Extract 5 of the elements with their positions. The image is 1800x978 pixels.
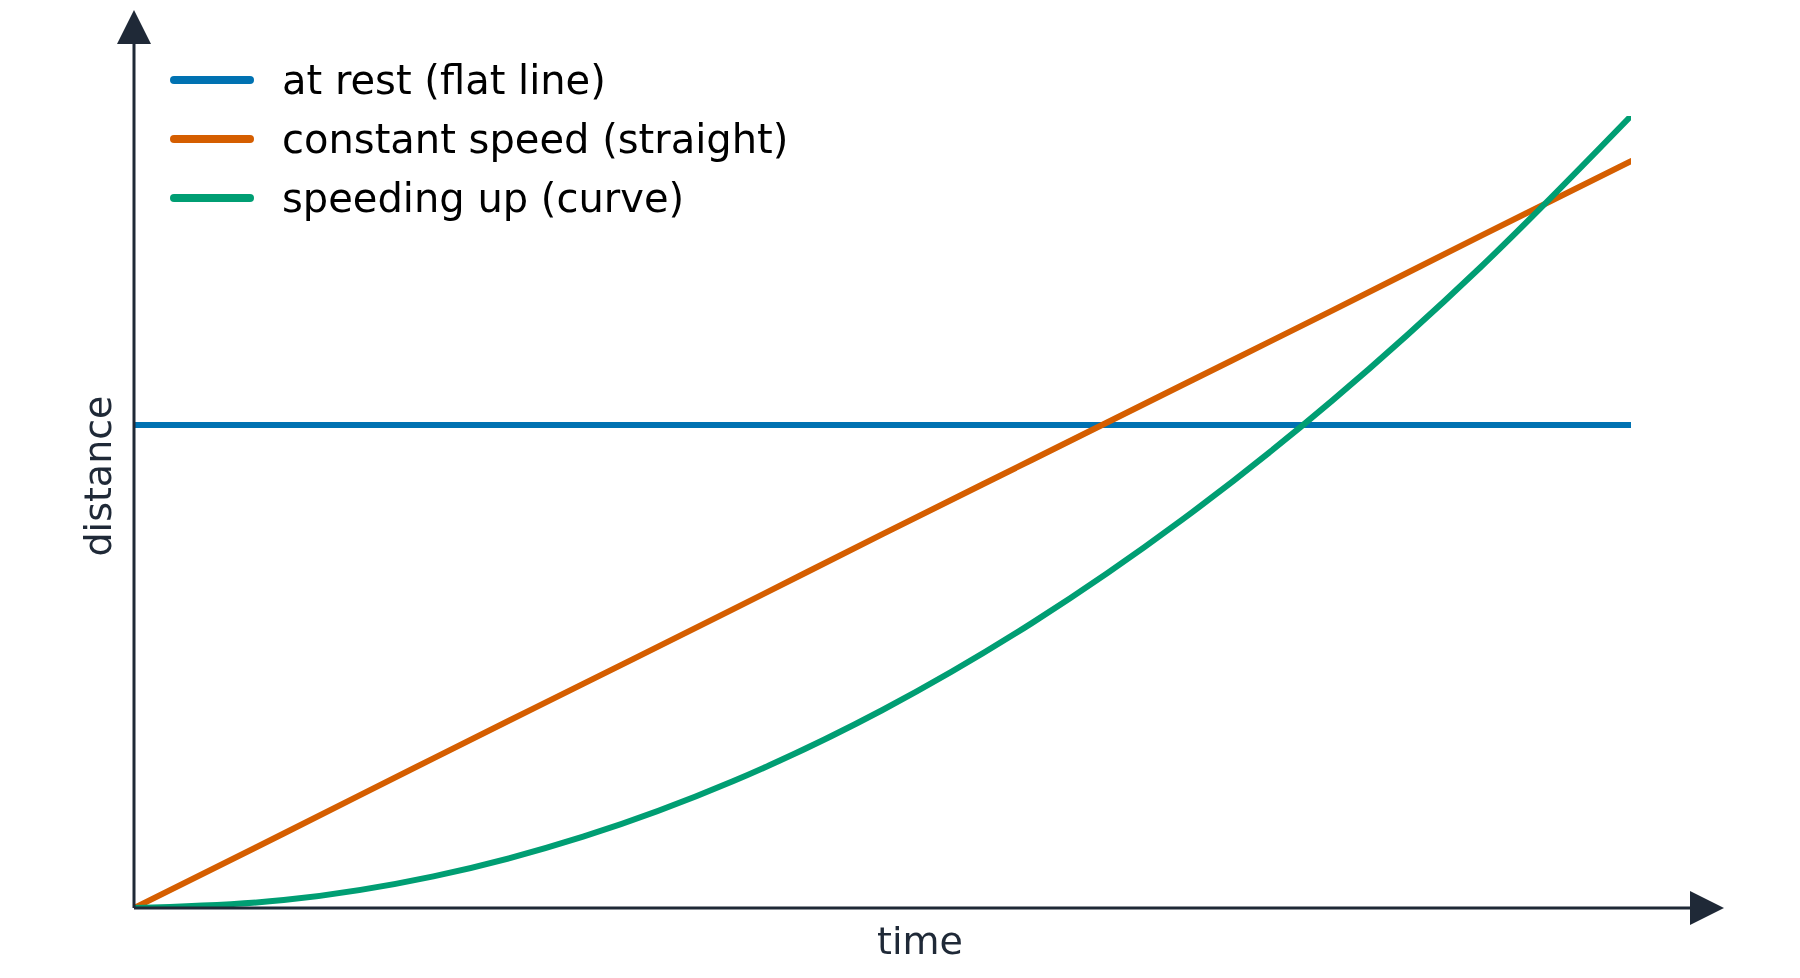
legend-label: at rest (flat line) (282, 56, 606, 103)
y-axis-title: distance (76, 395, 120, 557)
legend-label: speeding up (curve) (282, 174, 685, 221)
x-axis-title: time (877, 919, 963, 963)
legend-label: constant speed (straight) (282, 115, 789, 162)
